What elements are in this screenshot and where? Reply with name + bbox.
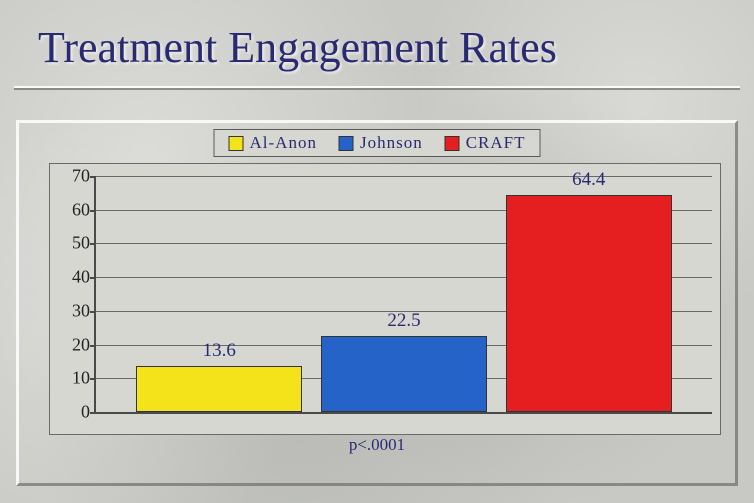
y-tickmark xyxy=(90,277,96,279)
y-tick-label: 20 xyxy=(56,334,90,355)
y-tickmark xyxy=(90,378,96,380)
chart-legend: Al-Anon Johnson CRAFT xyxy=(214,129,541,157)
y-tickmark xyxy=(90,243,96,245)
y-tick-label: 0 xyxy=(56,402,90,423)
gridline xyxy=(96,176,712,177)
legend-swatch xyxy=(339,136,354,151)
legend-item: Johnson xyxy=(339,133,423,153)
bar-al-anon xyxy=(136,366,302,412)
legend-label: Al-Anon xyxy=(250,133,317,153)
y-tickmark xyxy=(90,176,96,178)
bar-value-label: 64.4 xyxy=(572,169,605,191)
plot-area-outer: 0 10 20 30 40 50 60 70 13.6 22.5 64.4 xyxy=(49,163,721,435)
legend-swatch xyxy=(445,136,460,151)
y-tickmark xyxy=(90,311,96,313)
bar-johnson xyxy=(321,336,487,412)
y-tick-label: 30 xyxy=(56,300,90,321)
bar-craft xyxy=(506,195,672,412)
legend-item: Al-Anon xyxy=(229,133,317,153)
legend-item: CRAFT xyxy=(445,133,526,153)
legend-swatch xyxy=(229,136,244,151)
chart-frame: Al-Anon Johnson CRAFT 0 10 20 30 40 50 60 70 13.… xyxy=(16,120,738,486)
y-tickmark xyxy=(90,345,96,347)
x-axis-label: p<.0001 xyxy=(19,435,735,455)
bar-value-label: 13.6 xyxy=(203,340,236,362)
y-tick-label: 70 xyxy=(56,166,90,187)
y-tick-label: 60 xyxy=(56,199,90,220)
y-tickmark xyxy=(90,210,96,212)
legend-label: CRAFT xyxy=(466,133,526,153)
title-underline xyxy=(14,86,740,90)
y-tick-label: 40 xyxy=(56,267,90,288)
page-title: Treatment Engagement Rates xyxy=(38,22,557,73)
y-tick-label: 10 xyxy=(56,368,90,389)
y-tickmark xyxy=(90,412,96,414)
bar-value-label: 22.5 xyxy=(387,310,420,332)
legend-label: Johnson xyxy=(360,133,423,153)
y-tick-label: 50 xyxy=(56,233,90,254)
plot-area: 01020304050607013.622.564.4 xyxy=(94,176,712,414)
